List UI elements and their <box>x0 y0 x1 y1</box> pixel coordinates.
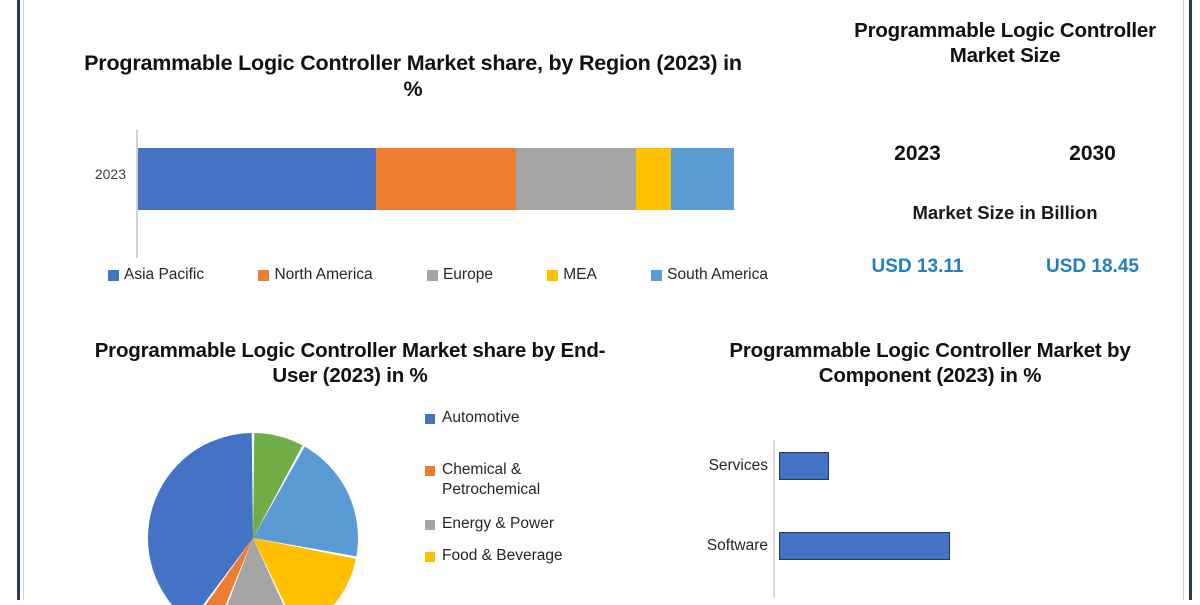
region-legend-item[interactable]: MEA <box>547 266 597 284</box>
region-share-plot-area: 2023 <box>95 130 758 260</box>
component-bar-software <box>779 532 950 560</box>
component-share-category-axis <box>773 440 775 598</box>
region-legend-label: North America <box>274 266 373 283</box>
component-share-chart-title: Programmable Logic Controller Market by … <box>729 339 1131 387</box>
market-size-title: Programmable Logic Controller Market Siz… <box>854 19 1156 67</box>
region-legend-item[interactable]: Europe <box>426 266 493 284</box>
region-share-value-axis <box>136 130 138 258</box>
market-size-unit-label: Market Size in Billion <box>912 202 1098 223</box>
region-legend-label: Asia Pacific <box>124 266 205 283</box>
end-user-legend-label: Energy & Power <box>442 515 554 532</box>
region-segment-north-america <box>376 148 517 210</box>
component-category-label: Software <box>706 537 768 554</box>
pie-slice-food-beverage <box>253 538 356 605</box>
legend-swatch-icon <box>108 269 119 281</box>
region-segment-europe <box>516 148 636 210</box>
end-user-legend-item[interactable]: Energy & Power <box>425 514 554 534</box>
region-segment-south-america <box>671 148 734 210</box>
pie-slice-energy-power <box>227 538 284 605</box>
pie-slice-chemical-petrochemical <box>205 538 253 605</box>
end-user-legend-item[interactable]: Automotive <box>425 408 520 428</box>
region-share-category-label: 2023 <box>94 166 126 182</box>
region-share-chart-title: Programmable Logic Controller Market sha… <box>84 51 742 102</box>
end-user-legend-label: Chemical & Petrochemical <box>442 461 541 498</box>
component-bar-services <box>779 452 829 480</box>
component-bar-row: Software <box>690 530 1160 562</box>
legend-swatch-icon <box>425 552 435 562</box>
legend-swatch-icon <box>258 269 270 281</box>
region-legend-item[interactable]: South America <box>651 266 768 284</box>
component-bar-row: Services <box>690 450 1160 482</box>
legend-swatch-icon <box>425 520 435 530</box>
region-share-legend: Asia Pacific North America Europe MEA South … <box>108 266 768 284</box>
region-segment-asia-pacific <box>138 148 377 210</box>
market-size-end-value: USD 18.45 <box>1046 256 1139 277</box>
region-share-chart-panel: Programmable Logic Controller Market sha… <box>28 10 788 310</box>
pie-slice-oil-gas <box>253 446 358 557</box>
region-legend-item[interactable]: Asia Pacific <box>108 266 204 284</box>
legend-swatch-icon <box>425 414 435 424</box>
legend-swatch-icon <box>651 269 663 281</box>
component-share-chart-panel: Programmable Logic Controller Market by … <box>690 330 1190 600</box>
end-user-legend-item[interactable]: Food & Beverage <box>425 546 563 566</box>
region-legend-label: MEA <box>563 266 597 283</box>
legend-swatch-icon <box>425 466 435 476</box>
market-size-start-value: USD 13.11 <box>871 256 964 277</box>
end-user-share-chart-panel: Programmable Logic Controller Market sha… <box>30 330 690 605</box>
frame-right-rule <box>1189 0 1192 600</box>
region-legend-label: South America <box>667 266 768 283</box>
frame-left-rule <box>17 0 20 600</box>
pie-slice-others <box>253 433 303 538</box>
region-legend-label: Europe <box>442 266 493 283</box>
region-segment-mea <box>635 148 672 210</box>
pie-slice-automotive <box>148 433 253 605</box>
market-size-start-year: 2023 <box>894 142 941 165</box>
end-user-share-legend: Automotive Chemical & Petrochemical Energy… <box>425 408 675 598</box>
legend-swatch-icon <box>547 269 559 281</box>
market-size-end-year: 2030 <box>1069 142 1116 165</box>
market-size-values: USD 13.11 USD 18.45 <box>830 256 1180 278</box>
market-size-panel: Programmable Logic Controller Market Siz… <box>820 6 1190 306</box>
component-category-label: Services <box>708 457 768 474</box>
end-user-share-chart-title: Programmable Logic Controller Market sha… <box>94 339 606 387</box>
end-user-legend-item[interactable]: Chemical & Petrochemical <box>425 460 592 500</box>
frame-left-thin-rule <box>23 0 24 600</box>
region-legend-item[interactable]: North America <box>258 266 373 284</box>
end-user-legend-label: Food & Beverage <box>442 547 563 564</box>
legend-swatch-icon <box>426 269 438 281</box>
region-share-stacked-bar <box>138 148 734 210</box>
component-share-plot-area: Services Software <box>690 440 1160 600</box>
frame-right-thin-rule <box>1183 0 1184 600</box>
market-size-years: 2023 2030 <box>830 142 1180 166</box>
end-user-legend-label: Automotive <box>442 409 520 426</box>
end-user-share-pie <box>148 433 358 605</box>
